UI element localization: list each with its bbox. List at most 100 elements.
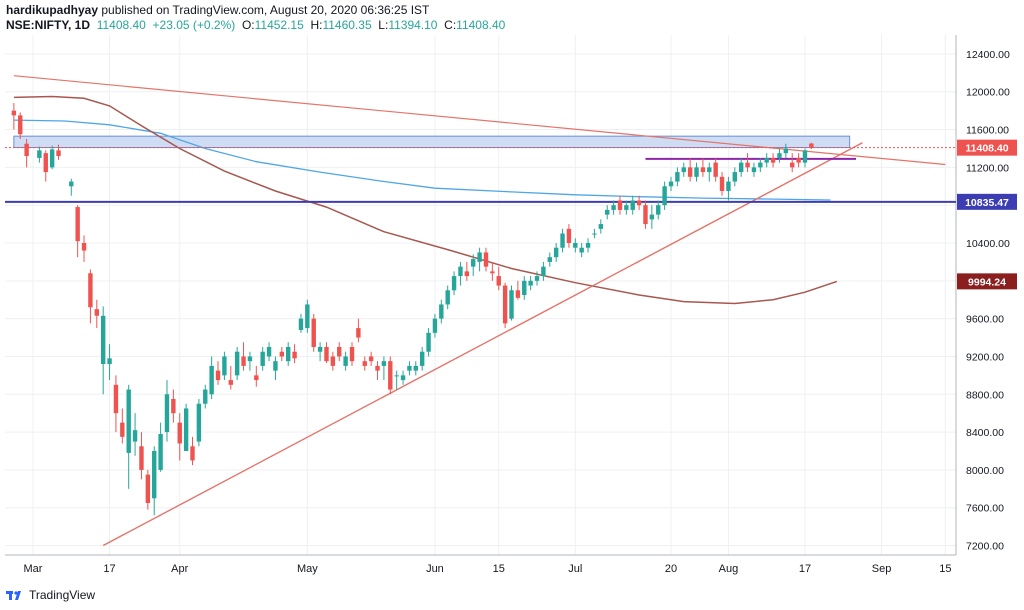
resistance-zone [13, 135, 851, 149]
candle-body [726, 181, 731, 191]
low-label: L: [378, 18, 389, 32]
candle-body [738, 162, 744, 173]
candle-body [719, 176, 725, 191]
candle-body [592, 233, 597, 235]
candle-body [388, 361, 393, 390]
open-value: 11452.15 [254, 18, 304, 32]
candle-body [700, 167, 706, 173]
candle-body [113, 384, 119, 414]
candle-body [11, 110, 17, 116]
candle-body [324, 347, 329, 362]
moving-average-brown [13, 95, 838, 305]
candle-body [349, 347, 355, 362]
x-tick-label: 15 [939, 563, 951, 575]
candle-body [770, 157, 776, 163]
price-badge-label: 11408.40 [965, 143, 1008, 155]
candle-body [713, 162, 718, 177]
y-tick-label: 7200.00 [966, 541, 1004, 553]
x-tick-label: May [297, 563, 318, 575]
price-badge-label: 9994.24 [968, 276, 1006, 288]
tradingview-logo-icon [6, 591, 21, 600]
candle-body [483, 252, 489, 267]
candle-body [330, 356, 336, 366]
candle-body [37, 150, 42, 158]
y-tick-label: 10400.00 [966, 238, 1010, 250]
price-chart[interactable]: 12400.0012000.0011600.0011200.0010800.00… [0, 0, 1024, 585]
x-tick-label: Jul [568, 563, 582, 575]
candle-body [649, 214, 655, 220]
candle-body [413, 365, 418, 371]
y-tick-label: 11200.00 [966, 162, 1009, 174]
candle-body [49, 149, 55, 168]
candle-body [209, 365, 214, 395]
y-tick-label: 12400.00 [966, 49, 1010, 61]
candle-body [183, 408, 189, 451]
candle-body [298, 318, 304, 330]
candle-body [751, 167, 757, 173]
candle-body [81, 243, 87, 251]
last-price: 11408.40 [96, 18, 146, 32]
candle-body [247, 356, 253, 362]
candle-body [458, 266, 463, 277]
y-tick-label: 7600.00 [966, 503, 1004, 515]
candle-body [362, 361, 367, 366]
x-tick-label: 15 [493, 563, 505, 575]
candle-body [126, 389, 131, 453]
candle-body [560, 233, 565, 248]
candle-body [764, 157, 769, 163]
author-name[interactable]: hardikupadhyay [6, 3, 99, 17]
candle-body [687, 167, 693, 177]
candle-body [656, 205, 661, 215]
candle-body [164, 394, 170, 433]
x-tick-label: Aug [719, 563, 739, 575]
candle-body [394, 375, 399, 377]
candle-body [94, 309, 99, 316]
candle-body [228, 380, 233, 385]
close-value: 11408.40 [456, 18, 506, 32]
x-tick-label: 17 [799, 563, 811, 575]
y-tick-label: 12000.00 [966, 87, 1010, 99]
candle-body [152, 451, 157, 499]
candle-body [796, 157, 801, 163]
publish-info: hardikupadhyay published on TradingView.… [6, 3, 429, 17]
y-tick-label: 9600.00 [966, 314, 1004, 326]
candle-body [502, 285, 508, 324]
symbol-label[interactable]: NSE:NIFTY, 1D [6, 18, 91, 32]
candle-body [445, 290, 450, 305]
candle-body [381, 361, 387, 366]
candle-body [190, 446, 195, 461]
y-tick-label: 8400.00 [966, 427, 1004, 439]
x-tick-label: Mar [24, 563, 43, 575]
candle-body [407, 365, 412, 371]
candle-body [56, 150, 61, 157]
low-value: 11394.10 [388, 18, 438, 32]
price-badge [957, 139, 1017, 156]
candle-body [368, 356, 374, 362]
candle-body [177, 422, 182, 444]
candle-body [145, 474, 151, 503]
candle-body [636, 200, 642, 206]
price-badge-label: 10835.47 [965, 197, 1009, 209]
candle-body [279, 351, 285, 357]
candle-body [100, 315, 106, 365]
candle-body [273, 361, 278, 371]
x-tick-label: 20 [665, 563, 677, 575]
candle-body [203, 389, 208, 404]
ohlc-legend: NSE:NIFTY, 1D 11408.40 +23.05 (+0.2%) O:… [6, 18, 505, 32]
candle-body [196, 403, 202, 442]
candle-body [758, 162, 763, 168]
candle-body [802, 150, 808, 163]
candle-body [222, 356, 227, 376]
candle-body [241, 356, 246, 366]
candle-body [139, 446, 144, 470]
candle-body [605, 209, 610, 215]
x-tick-label: Sep [872, 563, 892, 575]
candle-body [88, 273, 93, 308]
candle-body [120, 422, 125, 437]
candle-body [75, 207, 80, 242]
y-tick-label: 9200.00 [966, 351, 1004, 363]
tradingview-footer[interactable]: TradingView [6, 588, 95, 602]
candle-body [624, 205, 629, 210]
candle-body [668, 181, 674, 187]
candle-body [43, 153, 48, 173]
